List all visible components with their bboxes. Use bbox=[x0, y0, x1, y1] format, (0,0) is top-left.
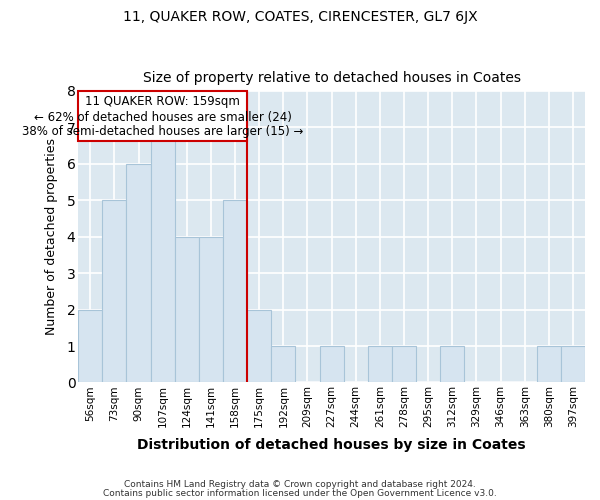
Bar bbox=[440, 346, 464, 383]
Bar bbox=[151, 128, 175, 382]
Text: Contains HM Land Registry data © Crown copyright and database right 2024.: Contains HM Land Registry data © Crown c… bbox=[124, 480, 476, 489]
Bar bbox=[537, 346, 561, 383]
Bar bbox=[320, 346, 344, 383]
Bar bbox=[199, 236, 223, 382]
X-axis label: Distribution of detached houses by size in Coates: Distribution of detached houses by size … bbox=[137, 438, 526, 452]
Bar bbox=[175, 236, 199, 382]
Bar bbox=[368, 346, 392, 383]
Text: 11, QUAKER ROW, COATES, CIRENCESTER, GL7 6JX: 11, QUAKER ROW, COATES, CIRENCESTER, GL7… bbox=[122, 10, 478, 24]
Text: 38% of semi-detached houses are larger (15) →: 38% of semi-detached houses are larger (… bbox=[22, 125, 304, 138]
Bar bbox=[127, 164, 151, 382]
Text: ← 62% of detached houses are smaller (24): ← 62% of detached houses are smaller (24… bbox=[34, 110, 292, 124]
Bar bbox=[392, 346, 416, 383]
Bar bbox=[78, 310, 103, 382]
Y-axis label: Number of detached properties: Number of detached properties bbox=[45, 138, 58, 335]
Bar bbox=[247, 310, 271, 382]
Bar bbox=[223, 200, 247, 382]
Bar bbox=[271, 346, 295, 383]
Text: Contains public sector information licensed under the Open Government Licence v3: Contains public sector information licen… bbox=[103, 488, 497, 498]
Bar bbox=[561, 346, 585, 383]
Bar bbox=[103, 200, 127, 382]
Title: Size of property relative to detached houses in Coates: Size of property relative to detached ho… bbox=[143, 72, 521, 86]
FancyBboxPatch shape bbox=[78, 91, 247, 141]
Text: 11 QUAKER ROW: 159sqm: 11 QUAKER ROW: 159sqm bbox=[85, 94, 240, 108]
